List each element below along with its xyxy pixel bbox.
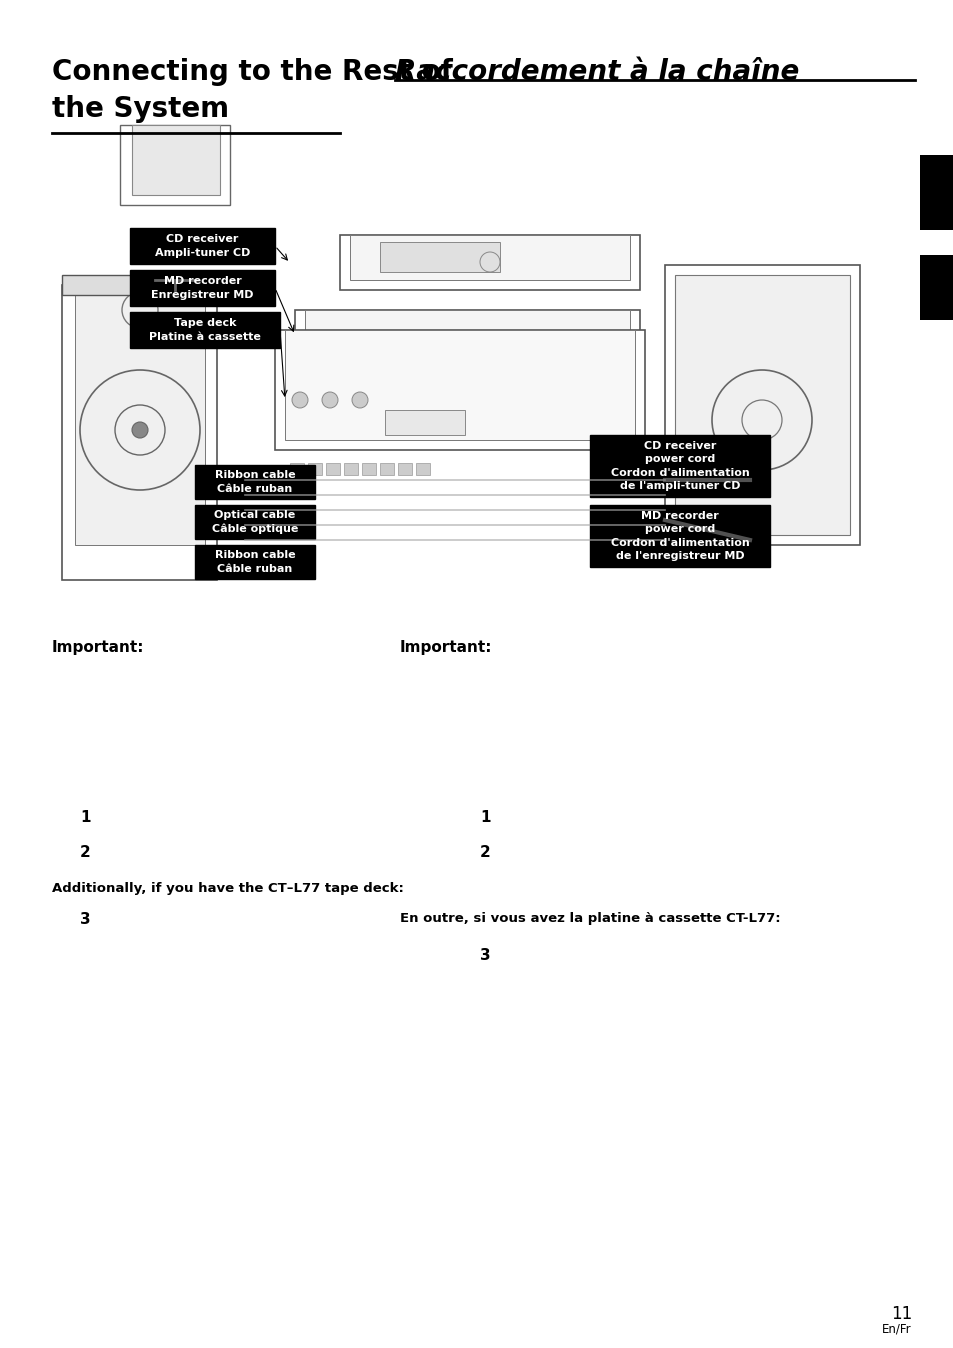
Bar bbox=[130, 270, 274, 306]
Bar bbox=[305, 310, 629, 350]
Bar bbox=[379, 462, 394, 474]
Bar bbox=[361, 462, 375, 474]
Bar bbox=[120, 125, 230, 205]
Text: Ribbon cable
Câble ruban: Ribbon cable Câble ruban bbox=[214, 550, 295, 574]
Bar bbox=[290, 462, 304, 474]
Bar bbox=[132, 125, 220, 195]
Text: MD recorder
power cord
Cordon d'alimentation
de l'enregistreur MD: MD recorder power cord Cordon d'alimenta… bbox=[610, 511, 749, 561]
Bar bbox=[339, 235, 639, 290]
Text: Optical cable
Câble optique: Optical cable Câble optique bbox=[212, 510, 298, 534]
Text: 3: 3 bbox=[80, 913, 91, 927]
Bar bbox=[194, 506, 314, 539]
Bar bbox=[675, 275, 849, 535]
Text: Ribbon cable
Câble ruban: Ribbon cable Câble ruban bbox=[214, 470, 295, 493]
Bar bbox=[589, 435, 769, 497]
Text: CD receiver
Ampli-tuner CD: CD receiver Ampli-tuner CD bbox=[154, 235, 250, 257]
Text: the System: the System bbox=[52, 94, 229, 123]
Bar bbox=[385, 410, 464, 435]
Text: MD recorder
Enregistreur MD: MD recorder Enregistreur MD bbox=[152, 276, 253, 299]
Text: Raccordement à la chaîne: Raccordement à la chaîne bbox=[395, 58, 799, 86]
Bar bbox=[664, 266, 859, 545]
Bar bbox=[75, 290, 205, 545]
Bar bbox=[919, 255, 953, 319]
Text: 11: 11 bbox=[890, 1305, 911, 1322]
Bar bbox=[130, 228, 274, 264]
Text: En/Fr: En/Fr bbox=[882, 1322, 911, 1336]
Bar bbox=[194, 545, 314, 580]
Text: Important:: Important: bbox=[399, 640, 492, 655]
Bar bbox=[416, 462, 430, 474]
Text: 1: 1 bbox=[80, 810, 91, 825]
Bar bbox=[130, 311, 280, 348]
Bar bbox=[294, 310, 639, 360]
Bar bbox=[589, 506, 769, 568]
Bar bbox=[274, 330, 644, 450]
Text: Connecting to the Rest of: Connecting to the Rest of bbox=[52, 58, 453, 86]
Text: CD receiver
power cord
Cordon d'alimentation
de l'ampli-tuner CD: CD receiver power cord Cordon d'alimenta… bbox=[610, 441, 749, 491]
Bar bbox=[379, 243, 499, 272]
Bar bbox=[326, 462, 339, 474]
Text: 1: 1 bbox=[479, 810, 490, 825]
Text: Important:: Important: bbox=[52, 640, 144, 655]
Bar bbox=[194, 465, 314, 499]
Bar bbox=[344, 462, 357, 474]
Circle shape bbox=[292, 392, 308, 408]
Circle shape bbox=[322, 392, 337, 408]
Bar bbox=[285, 330, 635, 439]
Bar bbox=[397, 462, 412, 474]
Text: 2: 2 bbox=[80, 845, 91, 860]
Circle shape bbox=[352, 392, 368, 408]
Bar bbox=[62, 284, 216, 580]
Text: En outre, si vous avez la platine à cassette CT-L77:: En outre, si vous avez la platine à cass… bbox=[399, 913, 780, 925]
Circle shape bbox=[132, 422, 148, 438]
Bar bbox=[62, 275, 216, 295]
Text: Additionally, if you have the CT–L77 tape deck:: Additionally, if you have the CT–L77 tap… bbox=[52, 882, 403, 895]
Bar bbox=[308, 462, 322, 474]
Text: 3: 3 bbox=[479, 948, 490, 962]
Bar bbox=[350, 235, 629, 280]
Text: 2: 2 bbox=[479, 845, 490, 860]
Text: Tape deck
Platine à cassette: Tape deck Platine à cassette bbox=[149, 318, 261, 341]
Bar bbox=[919, 155, 953, 231]
